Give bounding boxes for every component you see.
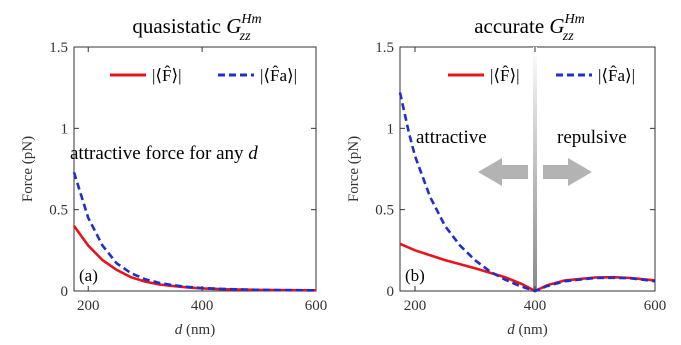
y-tick-label: 1.5 [49, 40, 68, 56]
y-axis-label: Force (pN) [346, 136, 362, 202]
legend-solid-label: |⟨F̂⟩| [490, 66, 520, 85]
x-tick-label: 400 [524, 298, 547, 314]
series-force-a-line [398, 92, 656, 293]
legend-solid-label: |⟨F̂⟩| [152, 66, 182, 85]
right-arrow-icon [543, 158, 592, 186]
panel-label: (b) [405, 266, 425, 285]
y-tick-label: 0.5 [375, 203, 394, 219]
y-axis-label: Force (pN) [20, 136, 36, 202]
legend-dashed-label: |⟨F̂a⟩| [260, 66, 297, 85]
panel-a-chart: 200 400 600 0 0.5 1 1.5 d (nm) Force (pN) quasist… [20, 12, 327, 338]
plot-frame [399, 46, 656, 292]
region-label-attractive: attractive [416, 127, 487, 148]
region-label-repulsive: repulsive [557, 127, 627, 148]
chart-title: quasistatic GHm zz [132, 12, 261, 44]
x-tick-label: 600 [644, 298, 667, 314]
x-tick-label: 600 [305, 298, 328, 314]
x-tick-label: 200 [404, 298, 427, 314]
sign-change-divider [533, 47, 537, 291]
series-force-a-line [72, 171, 317, 292]
x-tick-label: 400 [191, 298, 214, 314]
legend-dashed-label: |⟨F̂a⟩| [598, 66, 635, 85]
chart-title: accurate GHm zz [474, 12, 585, 44]
series-force-line [399, 242, 656, 293]
x-axis-label: d (nm) [507, 322, 547, 338]
x-axis-label: d (nm) [175, 322, 215, 338]
x-tick-label: 200 [77, 298, 100, 314]
annotation-text: attractive force for any d [70, 143, 258, 164]
panel-b-chart: 200 400 600 0 0.5 1 1.5 d (nm) Force (pN) accurat… [346, 12, 666, 338]
series-force-line [72, 225, 317, 292]
y-tick-label: 0 [387, 284, 395, 300]
y-tick-label: 0.5 [49, 203, 68, 219]
y-tick-label: 1 [61, 121, 69, 137]
y-tick-label: 1 [387, 121, 395, 137]
panel-label: (a) [79, 266, 98, 285]
y-tick-label: 0 [61, 284, 69, 300]
y-tick-label: 1.5 [375, 40, 394, 56]
left-arrow-icon [478, 158, 528, 186]
plot-frame [73, 46, 317, 292]
